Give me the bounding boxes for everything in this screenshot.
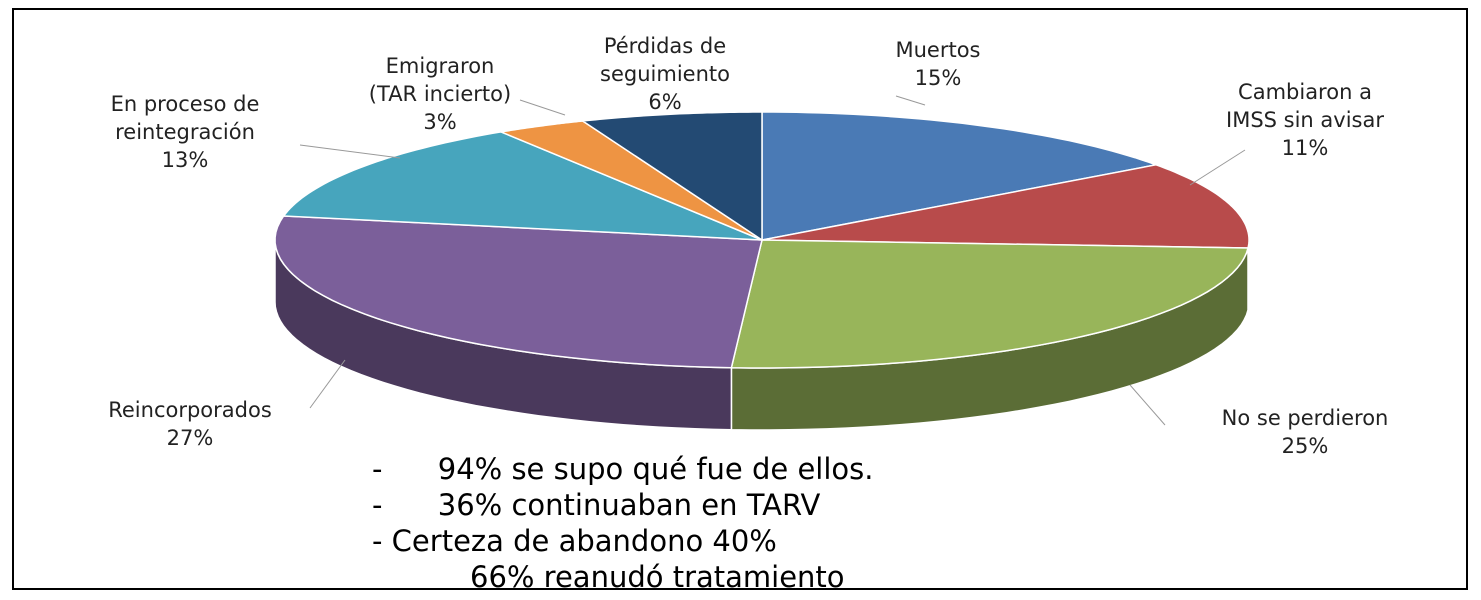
pie-slice [498,120,763,241]
pie-slice [761,111,1159,241]
slice-label: Reincorporados [108,398,272,422]
leader-line [299,144,401,159]
leader-line [309,359,346,409]
slice-label: En proceso de reintegración [110,92,260,144]
slice-percent: 6% [648,90,682,114]
pie-slice [730,239,1250,369]
note-line: 66% reanudó tratamiento [470,560,845,594]
leader-line [519,99,566,116]
slice-percent: 3% [423,110,457,134]
frame [12,8,1468,590]
slice-label: Cambiaron a IMSS sin avisar [1226,80,1384,132]
slice-percent: 25% [1281,434,1329,458]
slice-percent: 15% [914,66,962,90]
slice-label: Pérdidas de seguimiento [600,34,730,86]
pie-slice [761,164,1250,249]
leader-line [895,95,926,106]
pie-slice [274,215,763,369]
note-line: - 36% continuaban en TARV [372,488,821,522]
slice-label: Emigraron (TAR incierto) [368,54,512,106]
note-line: - 94% se supo qué fue de ellos. [372,452,874,486]
leader-line [1129,384,1166,426]
note-line: - Certeza de abandono 40% [372,524,777,558]
leader-line [1189,149,1246,186]
slice-percent: 13% [161,148,209,172]
slice-percent: 11% [1281,136,1329,160]
slice-label: No se perdieron [1221,406,1389,430]
slice-label: Muertos [895,38,981,62]
pie-slice [282,131,763,241]
pie-slice [580,111,763,242]
slice-percent: 27% [166,426,214,450]
